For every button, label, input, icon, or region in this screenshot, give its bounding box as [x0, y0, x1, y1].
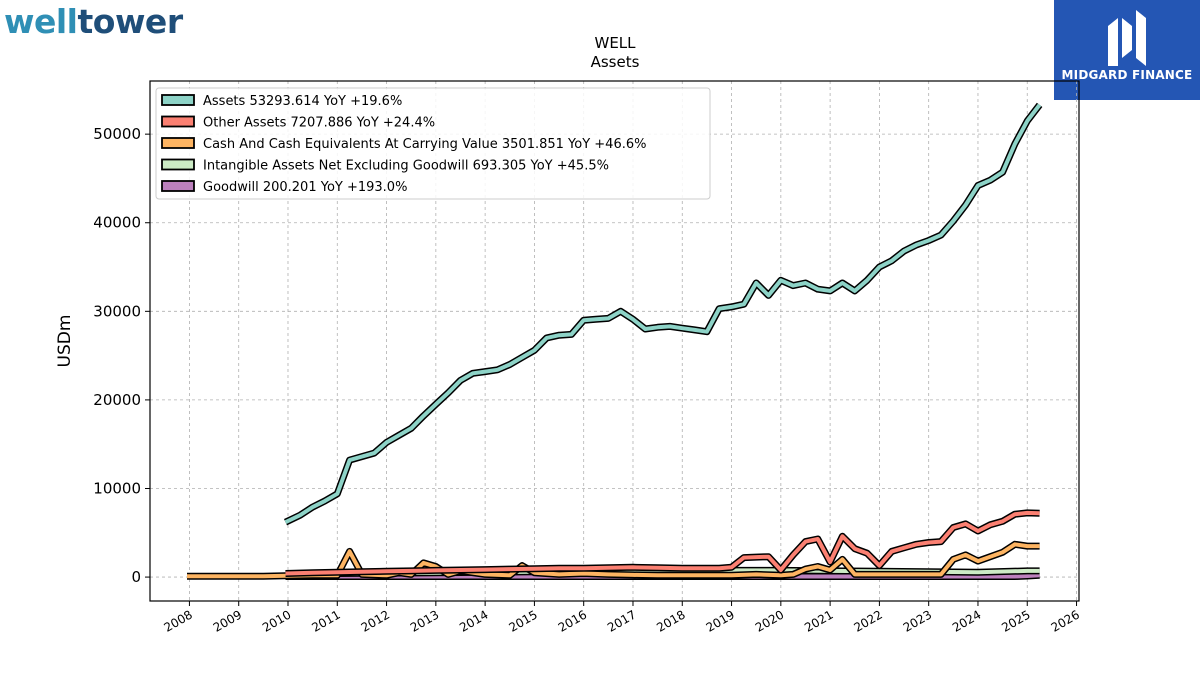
- x-tick-label: 2018: [654, 607, 687, 634]
- x-tick-label: 2021: [802, 607, 835, 634]
- series-line: [285, 509, 1040, 577]
- legend-label: Intangible Assets Net Excluding Goodwill…: [203, 159, 609, 174]
- legend-swatch: [161, 158, 195, 171]
- x-tick-label: 2020: [753, 607, 786, 634]
- x-tick-label: 2012: [359, 607, 392, 634]
- logo-part-well: well: [4, 2, 78, 41]
- x-tick-label: 2024: [950, 607, 983, 634]
- series-line: [283, 102, 1043, 526]
- legend: Assets 53293.614 YoY +19.6% Other Assets …: [155, 87, 711, 200]
- legend-swatch: [161, 180, 195, 192]
- y-tick-label: 0: [131, 568, 141, 586]
- legend-swatch: [161, 137, 195, 149]
- midgard-mark-icon: [1108, 10, 1146, 66]
- chart-subtitle: Assets: [591, 53, 640, 71]
- series-line-fill: [284, 103, 1042, 525]
- x-tick-label: 2025: [999, 607, 1032, 634]
- chart-title: WELL: [594, 34, 636, 52]
- legend-label: Goodwill 200.201 YoY +193.0%: [203, 180, 407, 195]
- x-tick-label: 2015: [506, 607, 539, 634]
- logo-part-tower: tower: [77, 2, 184, 41]
- welltower-logo: welltower: [4, 2, 183, 41]
- legend-swatch: [161, 94, 195, 106]
- y-tick-label: 10000: [93, 479, 141, 497]
- y-tick-label: 50000: [93, 125, 141, 143]
- x-tick-label: 2022: [851, 607, 884, 634]
- x-tick-label: 2016: [556, 607, 589, 634]
- y-tick-label: 30000: [93, 302, 141, 320]
- x-tick-label: 2010: [260, 607, 293, 634]
- midgard-finance-logo: MIDGARD FINANCE: [1054, 0, 1200, 100]
- y-axis-label: USDm: [55, 315, 75, 368]
- legend-box: [155, 87, 711, 200]
- y-tick-label: 20000: [93, 391, 141, 409]
- midgard-logo-text: MIDGARD FINANCE: [1061, 68, 1193, 82]
- x-tick-label: 2011: [309, 607, 342, 634]
- x-tick-label: 2014: [457, 607, 490, 634]
- series-line: [187, 540, 1040, 580]
- x-tick-label: 2009: [211, 607, 244, 634]
- x-tick-label: 2008: [161, 607, 194, 634]
- x-tick-label: 2023: [901, 607, 934, 634]
- y-tick-label: 40000: [93, 214, 141, 232]
- plot-frame: [149, 80, 1080, 602]
- x-tick-label: 2017: [605, 607, 638, 634]
- y-axis: 0 10000 20000 30000 40000 50000: [93, 125, 150, 586]
- series-line-fill: [285, 510, 1040, 576]
- x-tick-label: 2026: [1049, 607, 1082, 634]
- legend-label: Other Assets 7207.886 YoY +24.4%: [203, 116, 435, 131]
- series-layer: [187, 102, 1043, 580]
- x-tick-label: 2019: [704, 607, 737, 634]
- x-axis: 2008 2009 2010 2011 2012 2013 2014 2015 2016 2017…: [161, 601, 1082, 635]
- x-tick-label: 2013: [408, 607, 441, 634]
- legend-label: Cash And Cash Equivalents At Carrying Va…: [203, 137, 646, 152]
- series-line-fill: [187, 542, 1040, 579]
- legend-label: Assets 53293.614 YoY +19.6%: [203, 94, 402, 109]
- legend-swatch: [161, 115, 195, 128]
